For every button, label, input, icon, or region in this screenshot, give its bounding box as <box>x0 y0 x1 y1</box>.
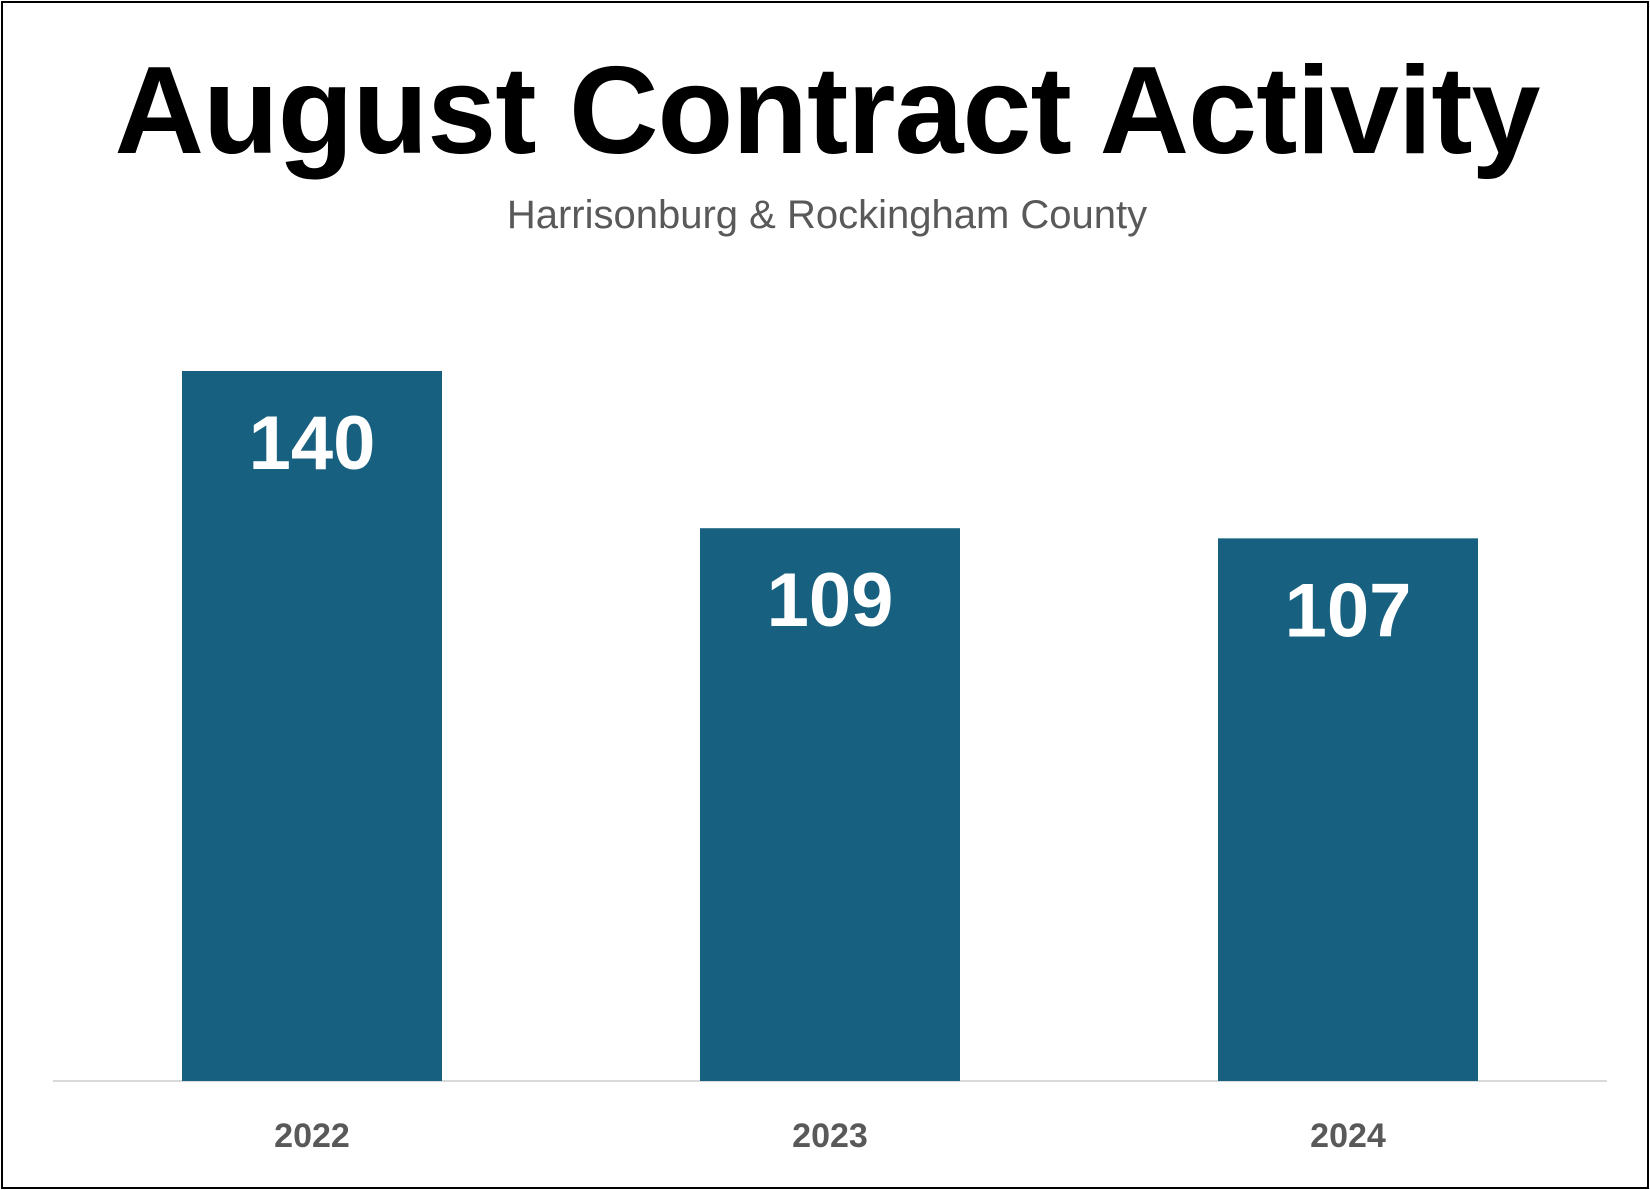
plot-area: 140 109 107 2022 2023 2024 <box>53 371 1607 1155</box>
x-tick-label-2023: 2023 <box>792 1117 868 1155</box>
value-label-2023: 109 <box>767 558 894 643</box>
value-label-group: 140 109 107 <box>249 401 1412 653</box>
bar-2023 <box>700 528 960 1081</box>
bar-2024 <box>1218 538 1478 1081</box>
x-tick-label-2024: 2024 <box>1310 1117 1386 1155</box>
bar-2022 <box>182 371 442 1081</box>
x-tick-label-group: 2022 2023 2024 <box>274 1117 1386 1155</box>
chart-subtitle: Harrisonburg & Rockingham County <box>506 193 1148 237</box>
x-tick-label-2022: 2022 <box>274 1117 350 1155</box>
chart-title: August Contract Activity <box>114 42 1540 180</box>
bar-group <box>182 371 1478 1081</box>
value-label-2022: 140 <box>249 401 376 486</box>
value-label-2024: 107 <box>1285 568 1412 653</box>
